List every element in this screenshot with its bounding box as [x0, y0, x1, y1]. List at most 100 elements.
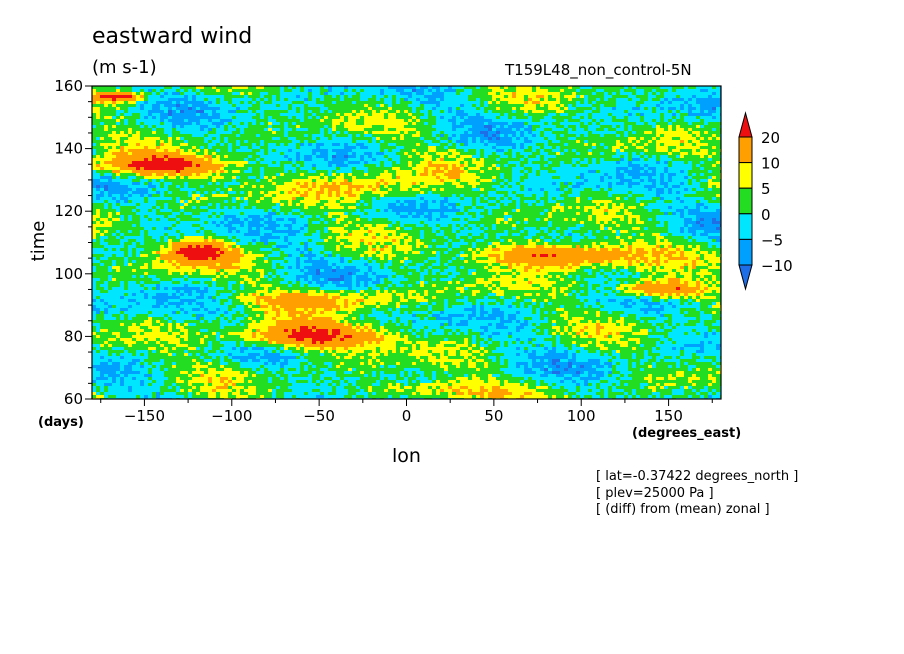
heat-cell: [268, 164, 273, 168]
heat-cell: [636, 95, 641, 99]
heat-cell: [200, 155, 205, 159]
heat-cell: [100, 176, 105, 180]
heat-cell: [468, 143, 473, 147]
heat-cell: [384, 170, 389, 174]
heat-cell: [536, 92, 541, 96]
heat-cell: [236, 155, 241, 159]
heat-cell: [704, 86, 709, 90]
heat-cell: [220, 104, 225, 108]
heat-cell: [456, 119, 461, 123]
heat-cell: [100, 125, 105, 129]
heat-cell: [128, 92, 133, 96]
heat-cell: [504, 152, 509, 156]
heat-cell: [516, 122, 521, 126]
heat-cell: [172, 110, 177, 114]
heat-cell: [604, 101, 609, 105]
heat-cell: [424, 158, 429, 162]
heat-cell: [480, 161, 485, 165]
heat-cell: [432, 161, 437, 165]
heat-cell: [596, 92, 601, 96]
heat-cell: [140, 176, 145, 180]
heat-cell: [116, 95, 121, 99]
heat-cell: [312, 170, 317, 174]
heat-cell: [112, 122, 117, 126]
heat-cell: [420, 128, 425, 132]
heat-cell: [276, 119, 281, 123]
heat-cell: [712, 101, 717, 105]
heat-cell: [696, 110, 701, 114]
heat-cell: [400, 170, 405, 174]
heat-cell: [336, 155, 341, 159]
heat-cell: [680, 170, 685, 174]
heat-cell: [364, 164, 369, 168]
heat-cell: [444, 158, 449, 162]
heat-cell: [528, 146, 533, 150]
heat-cell: [280, 89, 285, 93]
heat-cell: [180, 128, 185, 132]
heat-cell: [296, 179, 301, 183]
heat-cell: [328, 119, 333, 123]
heat-cell: [300, 128, 305, 132]
heat-cell: [124, 110, 129, 114]
heat-cell: [436, 107, 441, 111]
heat-cell: [488, 131, 493, 135]
heat-cell: [560, 125, 565, 129]
heat-cell: [356, 179, 361, 183]
heat-cell: [472, 155, 477, 159]
heat-cell: [592, 170, 597, 174]
heat-cell: [376, 95, 381, 99]
heat-cell: [444, 137, 449, 141]
heat-cell: [508, 89, 513, 93]
heat-cell: [716, 167, 721, 171]
heat-cell: [136, 149, 141, 153]
heat-cell: [404, 167, 409, 171]
heat-cell: [264, 86, 269, 90]
heat-cell: [572, 86, 577, 90]
heat-cell: [244, 164, 249, 168]
heat-cell: [708, 170, 713, 174]
heat-cell: [320, 146, 325, 150]
heat-cell: [620, 170, 625, 174]
heat-cell: [180, 179, 185, 183]
heat-cell: [248, 122, 253, 126]
heat-cell: [608, 125, 613, 129]
heat-cell: [236, 134, 241, 138]
heat-cell: [712, 122, 717, 126]
heat-cell: [152, 137, 157, 141]
heat-cell: [432, 125, 437, 129]
heat-cell: [220, 116, 225, 120]
heat-cell: [520, 146, 525, 150]
heat-cell: [184, 155, 189, 159]
heat-cell: [668, 167, 673, 171]
heat-cell: [92, 170, 97, 174]
heat-cell: [260, 143, 265, 147]
heat-cell: [140, 146, 145, 150]
heat-cell: [680, 155, 685, 159]
heat-cell: [600, 146, 605, 150]
heat-cell: [284, 107, 289, 111]
heat-cell: [408, 116, 413, 120]
heat-cell: [512, 137, 517, 141]
heat-cell: [212, 113, 217, 117]
heat-cell: [196, 164, 201, 168]
heat-cell: [268, 158, 273, 162]
heat-cell: [612, 173, 617, 177]
heat-cell: [408, 149, 413, 153]
heat-cell: [220, 161, 225, 165]
heat-cell: [196, 137, 201, 141]
heat-cell: [480, 101, 485, 105]
heat-cell: [544, 155, 549, 159]
heat-cell: [564, 152, 569, 156]
heat-cell: [696, 173, 701, 177]
heat-cell: [544, 101, 549, 105]
heat-cell: [380, 155, 385, 159]
heat-cell: [412, 125, 417, 129]
heat-cell: [384, 164, 389, 168]
heat-cell: [300, 164, 305, 168]
heat-cell: [420, 86, 425, 90]
heat-cell: [436, 89, 441, 93]
heat-cell: [136, 113, 141, 117]
heat-cell: [576, 170, 581, 174]
heat-cell: [692, 170, 697, 174]
heat-cell: [332, 143, 337, 147]
